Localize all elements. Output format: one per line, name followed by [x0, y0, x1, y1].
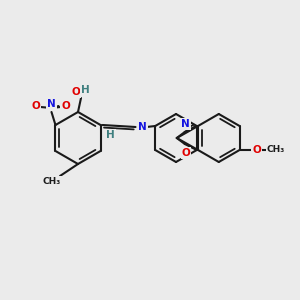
Text: N: N — [47, 99, 56, 109]
Text: N: N — [138, 122, 147, 132]
Text: O: O — [61, 101, 70, 111]
Text: O: O — [31, 101, 40, 111]
Text: N: N — [182, 119, 190, 129]
Text: O: O — [182, 148, 190, 158]
Text: CH₃: CH₃ — [43, 176, 61, 185]
Text: O: O — [252, 145, 261, 155]
Text: O: O — [72, 87, 80, 97]
Text: H: H — [106, 130, 115, 140]
Text: H: H — [81, 85, 89, 95]
Text: CH₃: CH₃ — [266, 146, 285, 154]
